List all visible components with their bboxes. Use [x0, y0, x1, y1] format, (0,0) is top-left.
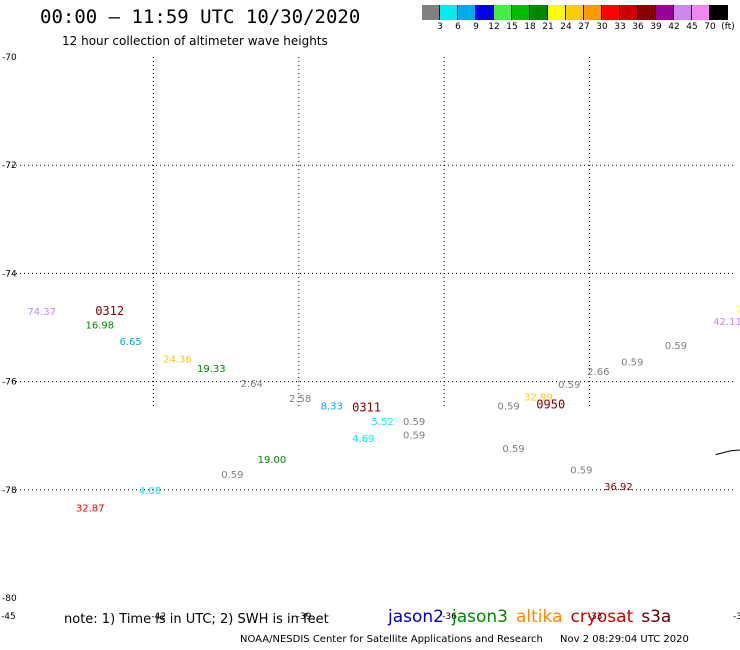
time-labels: 03120311095009 [95, 304, 565, 414]
pass-time-label: 0311 [352, 400, 381, 414]
color-swatch [476, 5, 494, 20]
color-scale-label: 21 [542, 22, 554, 32]
color-swatch [692, 5, 710, 20]
legend-item: cryosat [570, 607, 634, 627]
x-tick-label: -39 [297, 612, 312, 622]
legend-item: s3a [641, 607, 672, 627]
axis-ticks: -45 -42 -39 -36 -33 -30 -70 -72 -74 -76 -78 -80 [1, 53, 740, 622]
note-text: note: 1) Time is in UTC; 2) SWH is in fe… [64, 612, 329, 627]
color-scale-label: 33 [614, 22, 626, 32]
wave-height-label: 19.33 [197, 364, 226, 375]
color-swatch [602, 5, 620, 20]
coastline [715, 449, 740, 456]
y-tick-label: -72 [2, 161, 17, 171]
legend-item: altika [516, 607, 563, 627]
wave-height-label: 36.92 [604, 482, 633, 493]
color-scale-label: 70 [704, 22, 716, 32]
wave-height-label: 0.59 [403, 417, 425, 428]
y-tick-label: -80 [2, 594, 17, 604]
wave-height-label: 4.69 [352, 434, 374, 445]
color-scale-label: 42 [668, 22, 680, 32]
color-swatch [458, 5, 476, 20]
color-scale-label: 12 [488, 22, 500, 32]
wave-height-label: 0.59 [502, 444, 524, 455]
color-scale-label: 27 [578, 22, 590, 32]
color-scale-label: 45 [686, 22, 698, 32]
color-swatch [494, 5, 512, 20]
wave-height-label: 74.37 [27, 307, 56, 318]
color-scale-label: 39 [650, 22, 662, 32]
wave-height-label: 32.87 [76, 503, 105, 514]
pass-time-label: 0950 [536, 398, 565, 412]
credit-text: NOAA/NESDIS Center for Satellite Applica… [240, 634, 543, 645]
color-swatch [674, 5, 692, 20]
color-swatch [548, 5, 566, 20]
wave-height-label: 24.36 [163, 355, 192, 366]
wave-height-label: 6.65 [119, 337, 141, 348]
color-scale-label: (ft) [721, 22, 735, 32]
wave-height-label: 0.59 [498, 402, 520, 413]
color-swatch [584, 5, 602, 20]
wave-height-label: 0.59 [570, 466, 592, 477]
color-swatch [656, 5, 674, 20]
legend-item: jason3 [452, 607, 508, 627]
wave-height-label: 8.33 [321, 402, 343, 413]
x-tick-label: -36 [442, 612, 457, 622]
credit-line: NOAA/NESDIS Center for Satellite Applica… [240, 634, 689, 645]
color-scale-label: 3 [437, 22, 443, 32]
color-scale-label: 9 [473, 22, 479, 32]
wave-height-label: 2.58 [289, 394, 311, 405]
chart-title: 00:00 – 11:59 UTC 10/30/2020 [40, 6, 361, 28]
color-swatch [620, 5, 638, 20]
color-swatch [422, 5, 440, 20]
color-scale-label: 24 [560, 22, 572, 32]
color-scale-label: 15 [506, 22, 518, 32]
x-tick-label: -30 [733, 612, 740, 622]
color-swatch [440, 5, 458, 20]
wave-height-label: 0.59 [221, 470, 243, 481]
color-scale-label: 36 [632, 22, 644, 32]
wave-height-label: 0.59 [665, 341, 687, 352]
timestamp: Nov 2 08:29:04 UTC 2020 [560, 634, 689, 645]
color-scale [422, 5, 728, 21]
color-swatch [710, 5, 728, 20]
color-scale-label: 30 [596, 22, 608, 32]
y-tick-label: -74 [2, 269, 17, 279]
wave-height-label: 42.11 [713, 317, 740, 328]
satellite-legend: jason2 jason3 altika cryosat s3a [388, 607, 679, 627]
color-swatch [512, 5, 530, 20]
wave-height-label: 0.59 [558, 380, 580, 391]
color-swatch [566, 5, 584, 20]
wave-height-label: 22.10 [737, 304, 740, 315]
wave-height-label: 4.08 [139, 486, 161, 497]
color-scale-label: 6 [455, 22, 461, 32]
wave-height-label: 2.66 [587, 367, 609, 378]
x-tick-label: -33 [588, 612, 603, 622]
x-tick-label: -45 [1, 612, 16, 622]
wave-height-label: 32.99 [524, 393, 553, 404]
y-tick-label: -76 [2, 378, 17, 388]
pass-time-label: 0312 [95, 304, 124, 318]
y-tick-label: -70 [2, 53, 17, 63]
legend-item: jason2 [388, 607, 444, 627]
x-tick-label: -42 [151, 612, 166, 622]
wave-height-label: 0.59 [621, 357, 643, 368]
data-points: 74.37 16.98 6.65 24.36 19.33 2.64 2.58 8.33 5.52… [27, 304, 740, 514]
wave-height-label: 0.59 [403, 430, 425, 441]
wave-height-label: 19.00 [258, 455, 287, 466]
y-tick-label: -78 [2, 486, 17, 496]
wave-height-label: 2.64 [241, 379, 263, 390]
color-swatch [530, 5, 548, 20]
chart-subtitle: 12 hour collection of altimeter wave hei… [62, 34, 328, 48]
color-scale-label: 18 [524, 22, 536, 32]
coastline-path [715, 449, 740, 456]
wave-height-label: 5.52 [372, 417, 394, 428]
color-swatch [638, 5, 656, 20]
wave-height-label: 16.98 [86, 321, 115, 332]
